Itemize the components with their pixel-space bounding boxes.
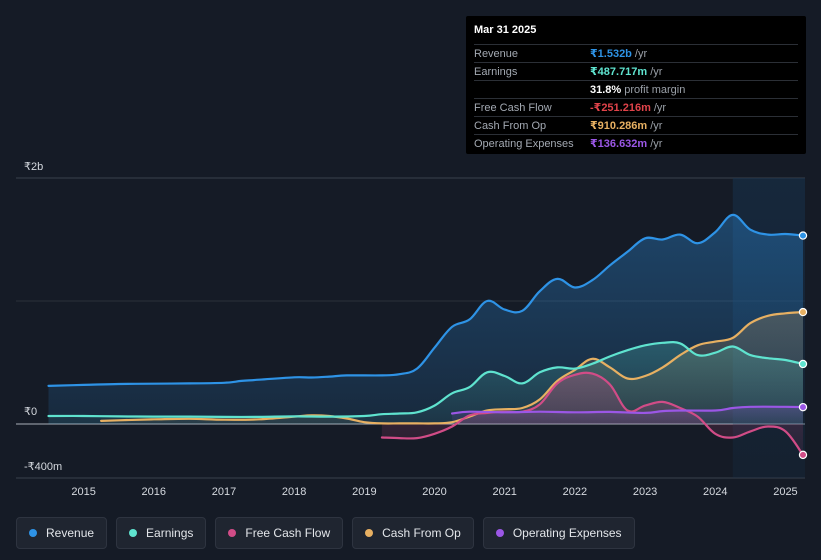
- tooltip-label: Operating Expenses: [474, 137, 574, 150]
- free-cash-flow-end-marker: [798, 450, 808, 460]
- legend-label: Revenue: [46, 526, 95, 540]
- legend-item-free-cash-flow[interactable]: Free Cash Flow: [215, 517, 344, 549]
- tooltip-row-operating-expenses: Operating Expenses ₹136.632m/yr: [474, 134, 798, 152]
- legend-item-earnings[interactable]: Earnings: [116, 517, 207, 549]
- legend: Revenue Earnings Free Cash Flow Cash From O…: [16, 517, 635, 549]
- tooltip-row-earnings: Earnings ₹487.717m/yr: [474, 62, 798, 80]
- tooltip-unit: /yr: [650, 65, 663, 78]
- legend-dot-icon: [129, 529, 138, 537]
- legend-label: Cash From Op: [382, 526, 461, 540]
- tooltip-label: Cash From Op: [474, 119, 547, 132]
- operating-expenses-end-marker: [798, 402, 808, 412]
- x-tick-label: 2025: [773, 486, 797, 498]
- x-tick-label: 2016: [142, 486, 166, 498]
- tooltip-value: ₹136.632m: [590, 138, 648, 150]
- legend-label: Operating Expenses: [512, 526, 622, 540]
- x-tick-label: 2019: [352, 486, 376, 498]
- tooltip-value: -₹251.216m: [590, 102, 651, 114]
- legend-item-cash-from-op[interactable]: Cash From Op: [352, 517, 474, 549]
- legend-item-revenue[interactable]: Revenue: [16, 517, 108, 549]
- x-tick-label: 2021: [492, 486, 516, 498]
- tooltip-value: 31.8%: [590, 83, 622, 96]
- legend-label: Free Cash Flow: [245, 526, 331, 540]
- tooltip-value: ₹910.286m: [590, 120, 648, 132]
- chart: ₹2b ₹0 -₹400m 2015 2016 2017 2018 2019 2020 2021…: [16, 161, 808, 498]
- tooltip-label: Revenue: [474, 47, 519, 60]
- tooltip-unit: /yr: [650, 137, 663, 150]
- tooltip-date: Mar 31 2025: [474, 24, 537, 36]
- tooltip-label: Free Cash Flow: [474, 101, 552, 114]
- series-areas: [48, 214, 804, 455]
- legend-dot-icon: [228, 529, 237, 537]
- tooltip-row-cash-from-op: Cash From Op ₹910.286m/yr: [474, 116, 798, 134]
- legend-item-operating-expenses[interactable]: Operating Expenses: [482, 517, 635, 549]
- tooltip-unit: profit margin: [624, 83, 686, 96]
- x-tick-label: 2015: [71, 486, 95, 498]
- tooltip-unit: /yr: [650, 119, 663, 132]
- legend-dot-icon: [365, 529, 374, 537]
- revenue-end-marker: [798, 231, 808, 240]
- series-lines: [47, 213, 805, 456]
- revenue-line: [47, 213, 805, 387]
- tooltip-label: Earnings: [474, 65, 518, 78]
- earnings-line: [47, 341, 805, 419]
- x-tick-label: 2024: [703, 486, 727, 498]
- x-axis-labels: 2015 2016 2017 2018 2019 2020 2021 2022 2023 2024…: [71, 486, 797, 498]
- y-axis-labels: ₹2b ₹0 -₹400m: [24, 161, 62, 473]
- y-tick-label: ₹2b: [24, 161, 43, 173]
- x-tick-label: 2022: [563, 486, 587, 498]
- x-tick-label: 2023: [633, 486, 657, 498]
- tooltip-row-revenue: Revenue ₹1.532b/yr: [474, 44, 798, 62]
- series-end-markers: [798, 231, 808, 460]
- tooltip: Mar 31 2025 Revenue ₹1.532b/yr Earnings ₹48…: [466, 16, 806, 154]
- tooltip-row-profit-margin: 31.8% profit margin: [474, 80, 798, 98]
- tooltip-value: ₹487.717m: [590, 66, 648, 78]
- tooltip-unit: /yr: [634, 47, 648, 60]
- x-tick-label: 2018: [282, 486, 306, 498]
- tooltip-row-free-cash-flow: Free Cash Flow -₹251.216m/yr: [474, 98, 798, 116]
- earnings-end-marker: [798, 359, 808, 369]
- legend-label: Earnings: [146, 526, 194, 540]
- legend-dot-icon: [495, 529, 504, 537]
- legend-dot-icon: [29, 529, 37, 537]
- operating-expenses-line: [451, 405, 805, 415]
- tooltip-unit: /yr: [653, 101, 667, 114]
- x-tick-label: 2017: [212, 486, 236, 498]
- cash-from-op-end-marker: [798, 307, 808, 317]
- x-tick-label: 2020: [422, 486, 446, 498]
- y-tick-label: -₹400m: [24, 461, 62, 473]
- free-cash-flow-line: [380, 371, 805, 456]
- tooltip-value: ₹1.532b: [590, 48, 632, 60]
- y-tick-label: ₹0: [24, 406, 37, 418]
